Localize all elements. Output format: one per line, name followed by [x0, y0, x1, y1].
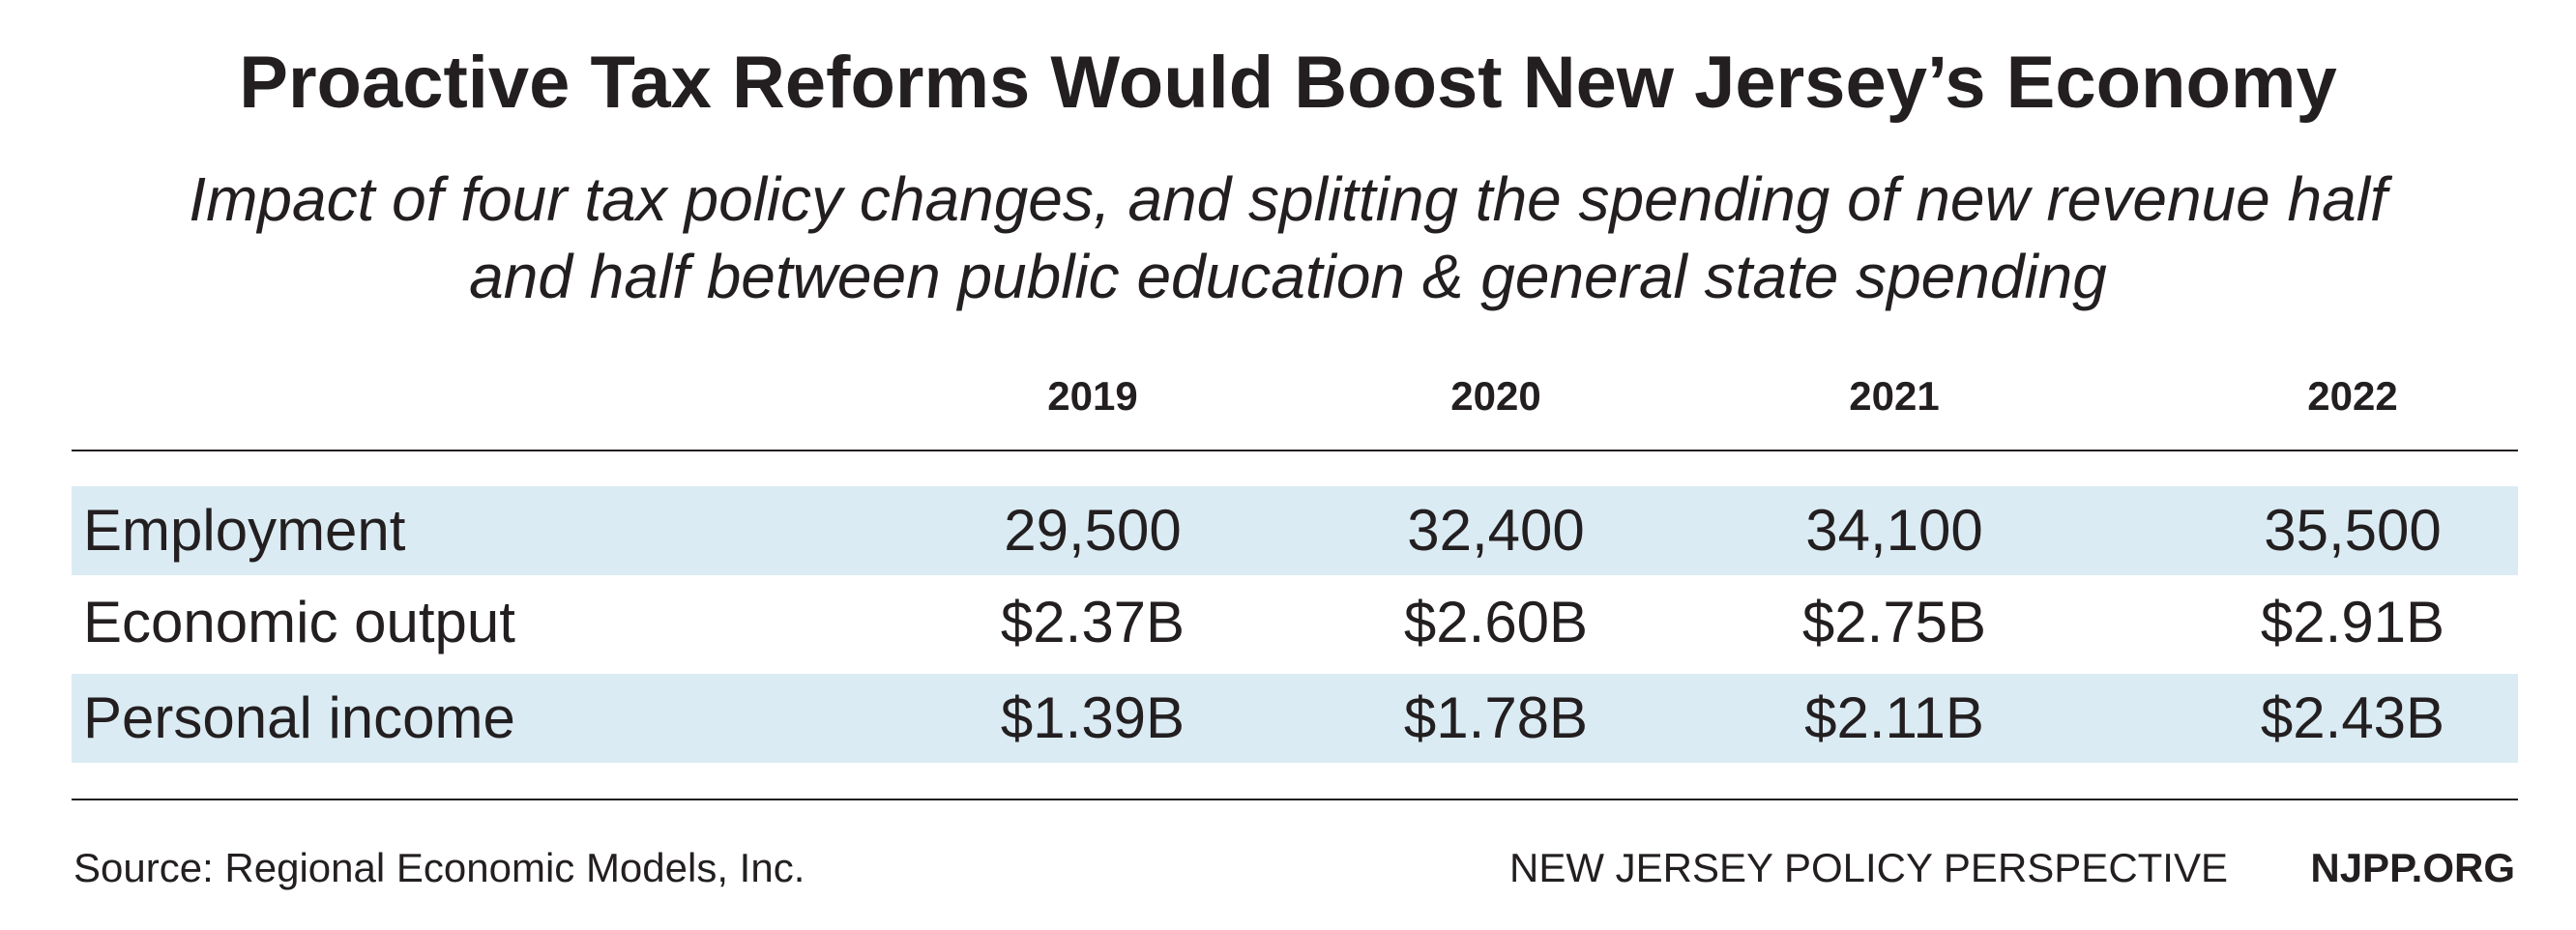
column-header-2019: 2019	[1047, 373, 1138, 419]
table-cell: $2.60B	[1403, 590, 1589, 654]
column-header-2021: 2021	[1849, 373, 1940, 419]
table-cell: $2.37B	[1000, 590, 1186, 654]
table-row-employment: Employment 29,500 32,400 34,100 35,500	[72, 486, 2518, 575]
table-cell: $1.39B	[1000, 685, 1186, 750]
table-row-personal-income: Personal income $1.39B $1.78B $2.11B $2.…	[72, 674, 2518, 763]
row-label: Economic output	[83, 590, 515, 654]
table-row-economic-output: Economic output $2.37B $2.60B $2.75B $2.…	[72, 578, 2518, 667]
table-cell: $2.43B	[2260, 685, 2445, 750]
table-cell: 34,100	[1805, 498, 1983, 563]
subtitle-line-2: and half between public education & gene…	[469, 242, 2107, 311]
organization-url: NJPP.ORG	[2310, 845, 2515, 890]
table-cell: $1.78B	[1403, 685, 1589, 750]
column-header-2020: 2020	[1450, 373, 1541, 419]
table-cell: $2.75B	[1801, 590, 1987, 654]
table-cell: 29,500	[1004, 498, 1182, 563]
table-cell: $2.91B	[2260, 590, 2445, 654]
subtitle-line-1: Impact of four tax policy changes, and s…	[189, 164, 2387, 234]
source-note: Source: Regional Economic Models, Inc.	[73, 845, 805, 890]
chart-title: Proactive Tax Reforms Would Boost New Je…	[239, 42, 2337, 124]
header-rule	[72, 450, 2518, 451]
chart-subtitle: Impact of four tax policy changes, and s…	[0, 160, 2576, 315]
organization-name: NEW JERSEY POLICY PERSPECTIVE	[1509, 845, 2228, 890]
footer-rule	[72, 799, 2518, 800]
table-cell: 35,500	[2264, 498, 2442, 563]
table-cell: $2.11B	[1804, 685, 1984, 750]
row-label: Personal income	[83, 685, 515, 750]
table-cell: 32,400	[1407, 498, 1585, 563]
row-label: Employment	[83, 498, 406, 563]
column-header-2022: 2022	[2307, 373, 2398, 419]
